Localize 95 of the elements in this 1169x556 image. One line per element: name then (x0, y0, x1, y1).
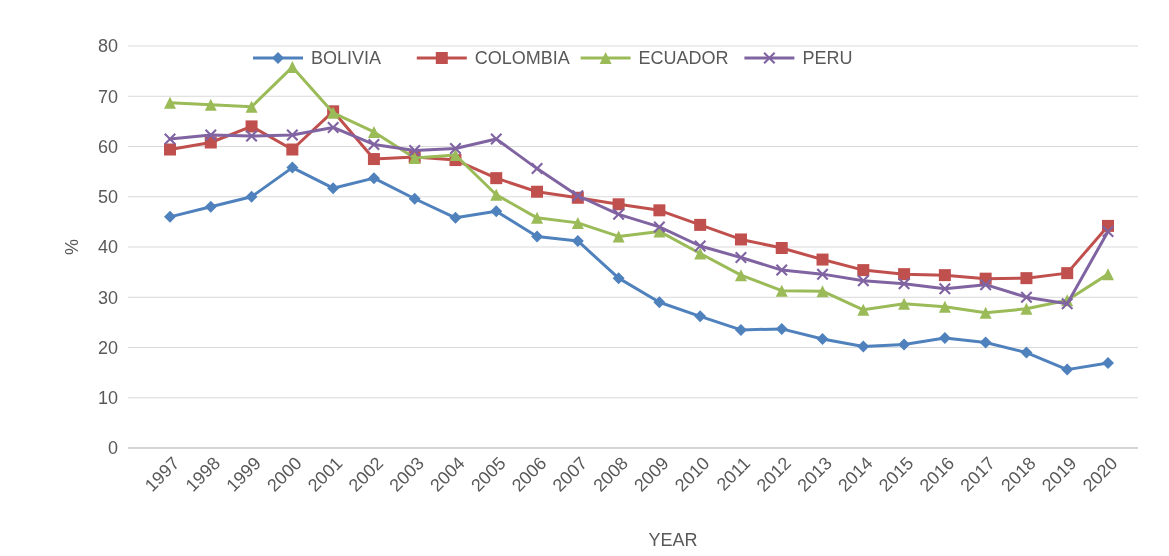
point (531, 162, 544, 175)
point (1102, 268, 1114, 281)
point (938, 282, 951, 295)
point (938, 269, 951, 282)
point (286, 143, 299, 156)
y-axis-title: % (62, 238, 82, 256)
point (734, 251, 747, 264)
point (1020, 346, 1033, 359)
point (490, 132, 503, 145)
point (571, 216, 584, 229)
point (979, 306, 992, 319)
point (938, 300, 951, 313)
point (734, 233, 747, 246)
point (775, 242, 788, 255)
y-tick-label: 10 (97, 388, 118, 409)
point (245, 100, 258, 113)
y-tick-label: 30 (97, 287, 118, 308)
point (531, 185, 544, 198)
point (327, 121, 340, 134)
legend-label: COLOMBIA (474, 48, 570, 69)
point (367, 172, 380, 185)
point (734, 269, 747, 282)
point (1061, 267, 1074, 280)
point (1102, 357, 1114, 370)
point (938, 331, 951, 344)
point (571, 234, 584, 247)
y-tick-label: 60 (97, 136, 118, 157)
point (857, 303, 870, 316)
point (694, 247, 707, 260)
point (857, 274, 870, 287)
point (245, 129, 258, 142)
point (612, 230, 625, 243)
point (816, 332, 829, 345)
point (327, 182, 340, 195)
point (449, 211, 462, 224)
point (775, 264, 788, 277)
point (449, 142, 462, 155)
point (694, 310, 707, 323)
point (286, 128, 299, 141)
point (490, 172, 503, 185)
y-tick-label: 40 (97, 237, 118, 258)
point (286, 161, 299, 174)
point (694, 218, 707, 231)
y-tick-label: 0 (107, 438, 118, 459)
y-tick-label: 70 (97, 86, 118, 107)
legend-label: BOLIVIA (311, 48, 382, 69)
point (1020, 291, 1033, 304)
x-axis-title: YEAR (648, 530, 698, 550)
point (367, 138, 380, 151)
point (734, 323, 747, 336)
point (245, 190, 258, 203)
point (1020, 272, 1033, 285)
point (857, 264, 870, 277)
point (816, 285, 829, 298)
point (775, 284, 788, 297)
point (653, 220, 666, 233)
point (816, 253, 829, 266)
point (204, 128, 217, 141)
point (1061, 363, 1074, 376)
point (653, 296, 666, 309)
point (979, 336, 992, 349)
y-tick-label: 80 (97, 36, 118, 57)
legend-label: PERU (802, 48, 853, 69)
point (490, 188, 503, 201)
point (245, 120, 258, 133)
point (204, 98, 217, 111)
point (408, 192, 421, 205)
point (1020, 302, 1033, 315)
legend-label: ECUADOR (638, 48, 729, 69)
point (204, 200, 217, 213)
point (979, 278, 992, 291)
point (898, 277, 911, 290)
y-tick-label: 50 (97, 187, 118, 208)
point (857, 340, 870, 353)
point (694, 239, 707, 252)
point (408, 144, 421, 157)
point (490, 205, 503, 218)
point (612, 272, 625, 285)
point (898, 297, 911, 310)
point (653, 204, 666, 217)
point (531, 230, 544, 243)
point (531, 211, 544, 224)
point (816, 268, 829, 281)
point (898, 338, 911, 351)
y-tick-label: 20 (97, 337, 118, 358)
point (898, 268, 911, 281)
point (612, 198, 625, 211)
point (612, 208, 625, 221)
point (164, 210, 176, 223)
point (164, 143, 176, 156)
point (1102, 225, 1114, 238)
point (164, 96, 176, 109)
point (164, 132, 176, 145)
point (367, 125, 380, 138)
point (367, 153, 380, 166)
